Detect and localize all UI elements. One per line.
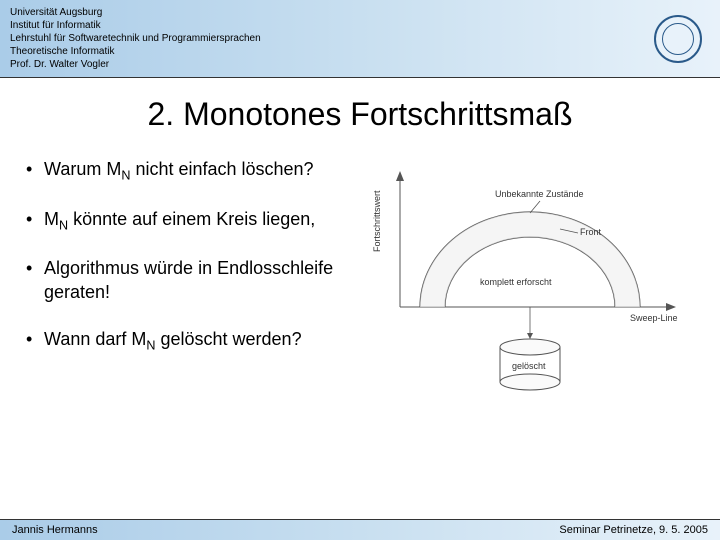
sweep-line-diagram: Fortschrittswert Sweep-Line Unbekannte Z… xyxy=(360,157,696,437)
sweep-label: Sweep-Line xyxy=(630,313,678,323)
header-line: Lehrstuhl für Softwaretechnik und Progra… xyxy=(10,32,261,45)
yaxis-label: Fortschrittswert xyxy=(372,190,382,252)
bullet-list: Warum MN nicht einfach löschen? MN könnte… xyxy=(24,157,344,437)
seal-inner-icon xyxy=(662,23,694,55)
header-line: Universität Augsburg xyxy=(10,6,261,19)
header-line: Prof. Dr. Walter Vogler xyxy=(10,58,261,71)
slide-header: Universität Augsburg Institut für Inform… xyxy=(0,0,720,78)
deleted-label: gelöscht xyxy=(512,361,546,371)
front-label: Front xyxy=(580,227,602,237)
footer-event: Seminar Petrinetze, 9. 5. 2005 xyxy=(559,524,708,536)
header-affiliation: Universität Augsburg Institut für Inform… xyxy=(10,6,261,71)
slide-footer: Jannis Hermanns Seminar Petrinetze, 9. 5… xyxy=(0,519,720,540)
slide-body: Warum MN nicht einfach löschen? MN könnte… xyxy=(0,157,720,437)
slide-title: 2. Monotones Fortschrittsmaß xyxy=(0,96,720,133)
footer-author: Jannis Hermanns xyxy=(12,524,98,536)
header-line: Institut für Informatik xyxy=(10,19,261,32)
bullet-item: Algorithmus würde in Endlosschleife gera… xyxy=(24,256,344,305)
bullet-item: Warum MN nicht einfach löschen? xyxy=(24,157,344,185)
bullet-item: Wann darf MN gelöscht werden? xyxy=(24,327,344,355)
header-line: Theoretische Informatik xyxy=(10,45,261,58)
bullet-item: MN könnte auf einem Kreis liegen, xyxy=(24,207,344,235)
unknown-label: Unbekannte Zustände xyxy=(495,189,584,199)
explored-label: komplett erforscht xyxy=(480,277,552,287)
university-seal-icon xyxy=(654,15,702,63)
